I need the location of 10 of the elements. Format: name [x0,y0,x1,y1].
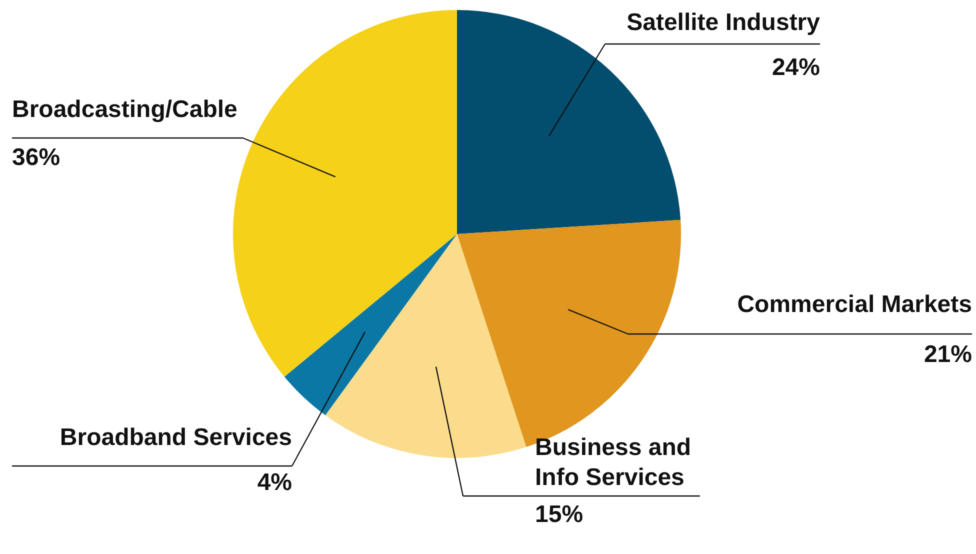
data-label: 24% [772,54,820,81]
data-label: 21% [924,341,972,368]
slice-label: Broadband Services [60,424,292,451]
slice-label: Business and Info Services [535,434,692,491]
slice-label: Commercial Markets [737,291,972,318]
slice-label: Satellite Industry [626,9,821,36]
data-label: 15% [535,501,584,528]
slice-label: Broadcasting/Cable [12,96,238,123]
data-label: 36% [12,144,60,171]
data-label: 4% [257,469,292,496]
